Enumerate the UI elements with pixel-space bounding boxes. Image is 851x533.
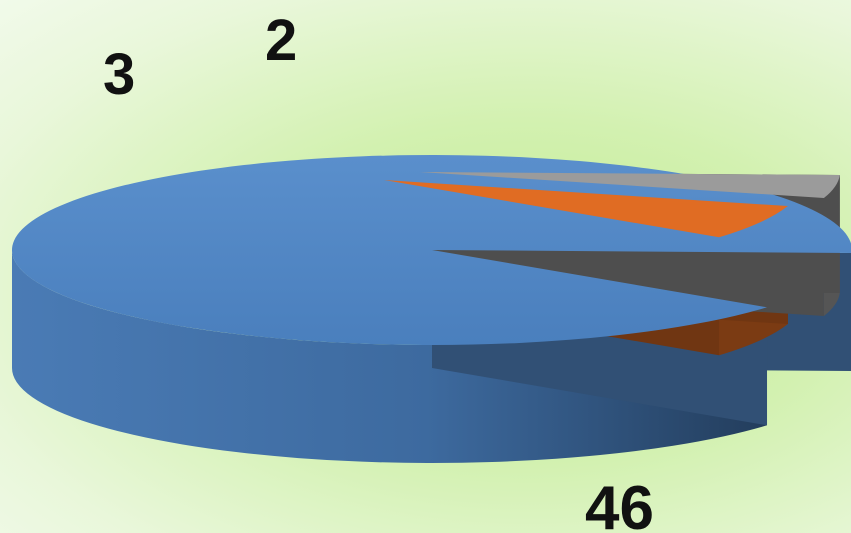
slice-1: [384, 180, 788, 238]
data-label-3: 3: [103, 42, 136, 107]
slice-2: [420, 172, 840, 199]
data-label-2: 2: [265, 8, 298, 73]
slice-side-0: [12, 250, 768, 463]
data-label-46: 46: [585, 474, 654, 533]
slice-tops: [12, 155, 851, 345]
